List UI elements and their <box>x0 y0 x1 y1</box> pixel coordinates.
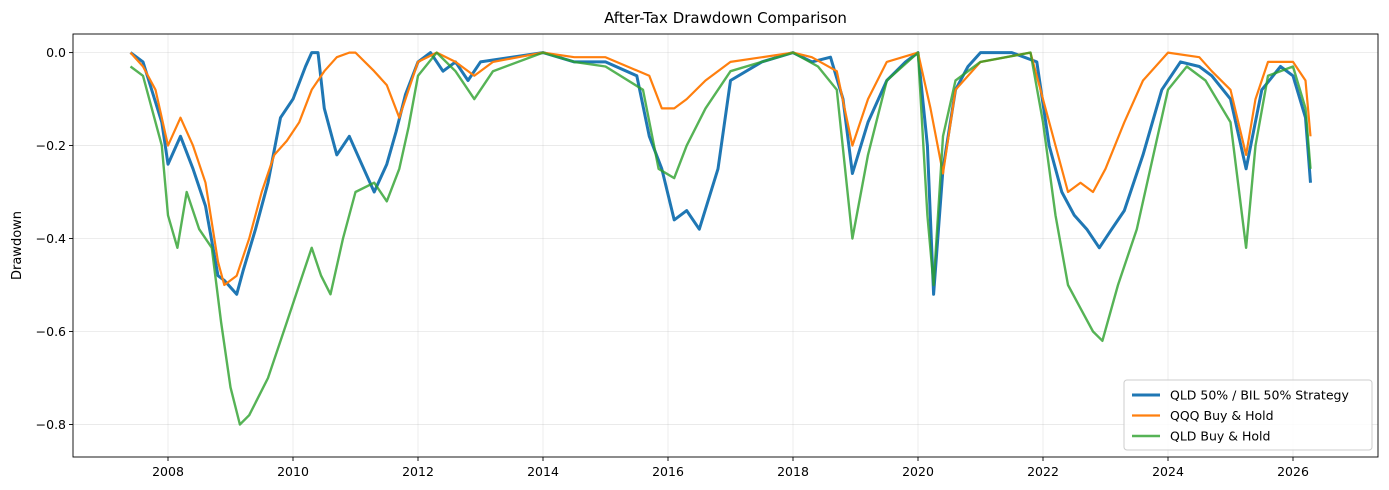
series-line-3 <box>129 51 1312 426</box>
x-tick-label: 2016 <box>652 464 684 479</box>
x-tick-label: 2014 <box>527 464 559 479</box>
series-lines <box>129 51 1312 426</box>
legend-label-1: QLD 50% / BIL 50% Strategy <box>1170 388 1349 403</box>
y-tick-label: −0.8 <box>36 417 66 432</box>
legend: QLD 50% / BIL 50% Strategy QQQ Buy & Hold… <box>1123 379 1373 451</box>
legend-label-2: QQQ Buy & Hold <box>1170 408 1274 423</box>
legend-label-3: QLD Buy & Hold <box>1170 429 1270 444</box>
plot-frame <box>72 33 1379 458</box>
x-tick-label: 2018 <box>777 464 809 479</box>
y-tick-label: −0.4 <box>36 231 66 246</box>
x-tick-label: 2008 <box>152 464 184 479</box>
y-tick-label: −0.6 <box>36 324 66 339</box>
x-tick-label: 2026 <box>1277 464 1309 479</box>
series-line-2 <box>129 51 1312 287</box>
axis-ticks: 2008 2010 2012 2014 2016 2018 2020 2022 2024 2026… <box>36 45 1309 479</box>
x-tick-label: 2024 <box>1152 464 1184 479</box>
chart-title: After-Tax Drawdown Comparison <box>604 9 847 27</box>
y-tick-label: −0.2 <box>36 138 66 153</box>
x-tick-label: 2010 <box>277 464 309 479</box>
series-line-1 <box>129 51 1312 296</box>
legend-box <box>1123 379 1373 451</box>
x-tick-label: 2022 <box>1027 464 1059 479</box>
x-tick-label: 2012 <box>402 464 434 479</box>
x-tick-label: 2020 <box>902 464 934 479</box>
y-tick-label: 0.0 <box>46 45 66 60</box>
y-axis-title: Drawdown <box>10 211 25 280</box>
